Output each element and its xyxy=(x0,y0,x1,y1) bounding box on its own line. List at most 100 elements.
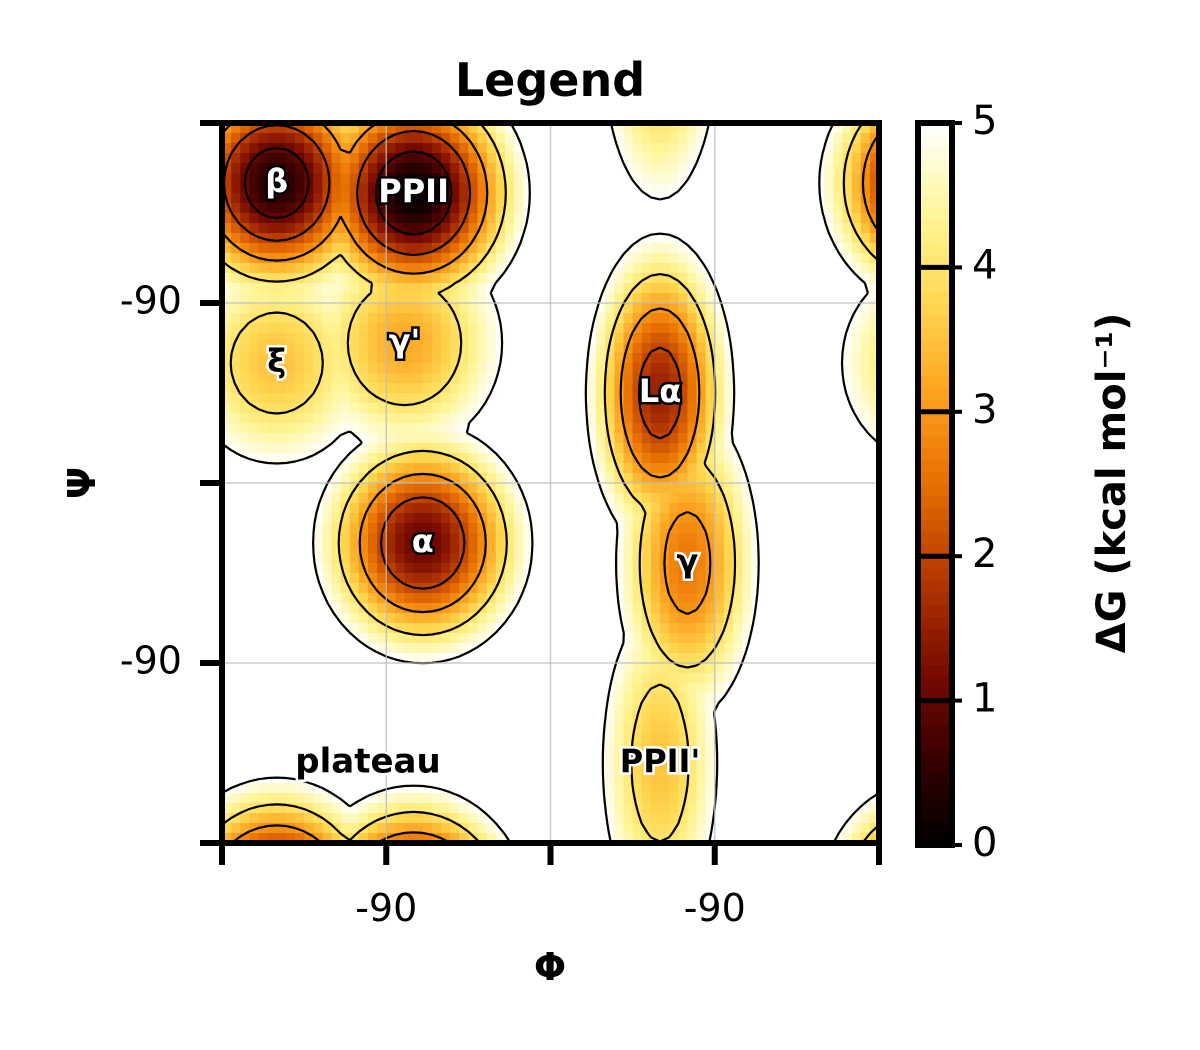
heatmap-cell xyxy=(267,383,278,394)
heatmap-cell xyxy=(276,313,287,324)
heatmap-cell xyxy=(614,753,625,764)
heatmap-cell xyxy=(468,393,479,404)
heatmap-cell xyxy=(413,263,424,274)
heatmap-cell xyxy=(687,733,698,744)
heatmap-cell xyxy=(660,443,670,454)
heatmap-cell xyxy=(669,753,679,764)
heatmap-cell xyxy=(504,143,515,154)
heatmap-cell xyxy=(623,623,634,634)
heatmap-cell xyxy=(395,183,406,194)
heatmap-cell xyxy=(641,813,652,824)
heatmap-cell xyxy=(285,783,296,794)
heatmap-cell xyxy=(304,333,314,344)
heatmap-cell xyxy=(368,343,378,354)
heatmap-cell xyxy=(450,203,460,214)
heatmap-cell xyxy=(851,223,862,234)
heatmap-cell xyxy=(258,413,269,424)
heatmap-cell xyxy=(824,213,834,224)
heatmap-cell xyxy=(860,813,871,824)
heatmap-cell xyxy=(231,263,241,274)
x-tick-label: -90 xyxy=(355,886,417,930)
heatmap-cell xyxy=(669,453,679,464)
heatmap-cell xyxy=(669,173,679,184)
heatmap-cell xyxy=(459,633,469,644)
heatmap-cell xyxy=(377,833,387,844)
heatmap-cell xyxy=(450,633,460,644)
heatmap-cell xyxy=(678,373,688,384)
heatmap-cell xyxy=(696,743,707,754)
heatmap-cell xyxy=(340,173,351,184)
heatmap-cell xyxy=(422,223,433,234)
heatmap-cell xyxy=(714,503,725,514)
heatmap-cell xyxy=(614,703,625,714)
heatmap-cell xyxy=(322,483,333,494)
heatmap-cell xyxy=(276,243,287,254)
heatmap-cell xyxy=(377,163,387,174)
heatmap-cell xyxy=(304,233,314,244)
heatmap-cell xyxy=(395,293,406,304)
heatmap-cell xyxy=(404,383,415,394)
heatmap-cell xyxy=(678,343,688,354)
heatmap-cell xyxy=(842,193,853,204)
heatmap-cell xyxy=(249,173,260,184)
heatmap-cell xyxy=(669,483,679,494)
heatmap-cell xyxy=(276,383,287,394)
heatmap-cell xyxy=(587,353,597,364)
heatmap-cell xyxy=(240,803,250,814)
heatmap-cell xyxy=(313,203,323,214)
heatmap-cell xyxy=(596,333,606,344)
heatmap-cell xyxy=(678,313,688,324)
heatmap-cell xyxy=(605,823,615,834)
heatmap-cell xyxy=(705,543,716,554)
heatmap-cell xyxy=(660,643,670,654)
heatmap-cell xyxy=(276,263,287,274)
heatmap-cell xyxy=(249,363,260,374)
heatmap-cell xyxy=(869,133,880,144)
heatmap-cell xyxy=(322,353,333,364)
heatmap-cell xyxy=(495,833,506,844)
heatmap-cell xyxy=(395,403,406,414)
heatmap-cell xyxy=(650,683,661,694)
heatmap-cell xyxy=(723,573,734,584)
heatmap-cell xyxy=(358,403,369,414)
heatmap-cell xyxy=(431,183,442,194)
heatmap-cell xyxy=(687,633,698,644)
heatmap-cell xyxy=(723,533,734,544)
heatmap-cell xyxy=(632,503,643,514)
heatmap-cell xyxy=(614,813,625,824)
heatmap-cell xyxy=(258,793,269,804)
heatmap-cell xyxy=(349,373,360,384)
colorbar-segment xyxy=(918,736,952,750)
heatmap-cell xyxy=(687,133,698,144)
colorbar-segment xyxy=(918,375,952,389)
heatmap-cell xyxy=(486,193,497,204)
heatmap-cell xyxy=(733,493,743,504)
heatmap-cell xyxy=(650,403,661,414)
heatmap-cell xyxy=(258,393,269,404)
colorbar-segment xyxy=(918,772,952,786)
x-tick-label: -90 xyxy=(684,886,746,930)
heatmap-cell xyxy=(395,443,406,454)
heatmap-cell xyxy=(459,443,469,454)
heatmap-cell xyxy=(687,363,698,374)
heatmap-cell xyxy=(285,283,296,294)
heatmap-cell xyxy=(441,643,451,654)
heatmap-cell xyxy=(413,613,424,624)
heatmap-cell xyxy=(285,793,296,804)
heatmap-cell xyxy=(395,303,406,314)
heatmap-cell xyxy=(377,503,387,514)
heatmap-cell xyxy=(669,283,679,294)
heatmap-cell xyxy=(441,313,451,324)
heatmap-cell xyxy=(267,243,278,254)
heatmap-cell xyxy=(386,533,396,544)
heatmap-cell xyxy=(377,633,387,644)
heatmap-cell xyxy=(450,483,460,494)
heatmap-cell xyxy=(678,493,688,504)
heatmap-cell xyxy=(459,473,469,484)
heatmap-cell xyxy=(222,423,232,434)
heatmap-cell xyxy=(349,453,360,464)
heatmap-cell xyxy=(267,163,278,174)
heatmap-cell xyxy=(650,823,661,834)
heatmap-cell xyxy=(222,393,232,404)
heatmap-cell xyxy=(641,263,652,274)
